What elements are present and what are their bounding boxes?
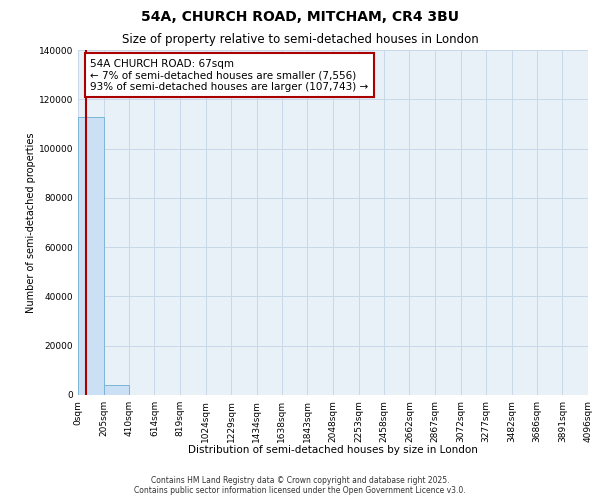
Bar xyxy=(78,116,104,395)
Text: 54A CHURCH ROAD: 67sqm
← 7% of semi-detached houses are smaller (7,556)
93% of s: 54A CHURCH ROAD: 67sqm ← 7% of semi-deta… xyxy=(90,58,368,92)
Y-axis label: Number of semi-detached properties: Number of semi-detached properties xyxy=(26,132,36,313)
Bar xyxy=(104,384,129,395)
Text: Contains HM Land Registry data © Crown copyright and database right 2025.
Contai: Contains HM Land Registry data © Crown c… xyxy=(134,476,466,495)
X-axis label: Distribution of semi-detached houses by size in London: Distribution of semi-detached houses by … xyxy=(188,445,478,455)
Text: Size of property relative to semi-detached houses in London: Size of property relative to semi-detach… xyxy=(122,32,478,46)
Text: 54A, CHURCH ROAD, MITCHAM, CR4 3BU: 54A, CHURCH ROAD, MITCHAM, CR4 3BU xyxy=(141,10,459,24)
